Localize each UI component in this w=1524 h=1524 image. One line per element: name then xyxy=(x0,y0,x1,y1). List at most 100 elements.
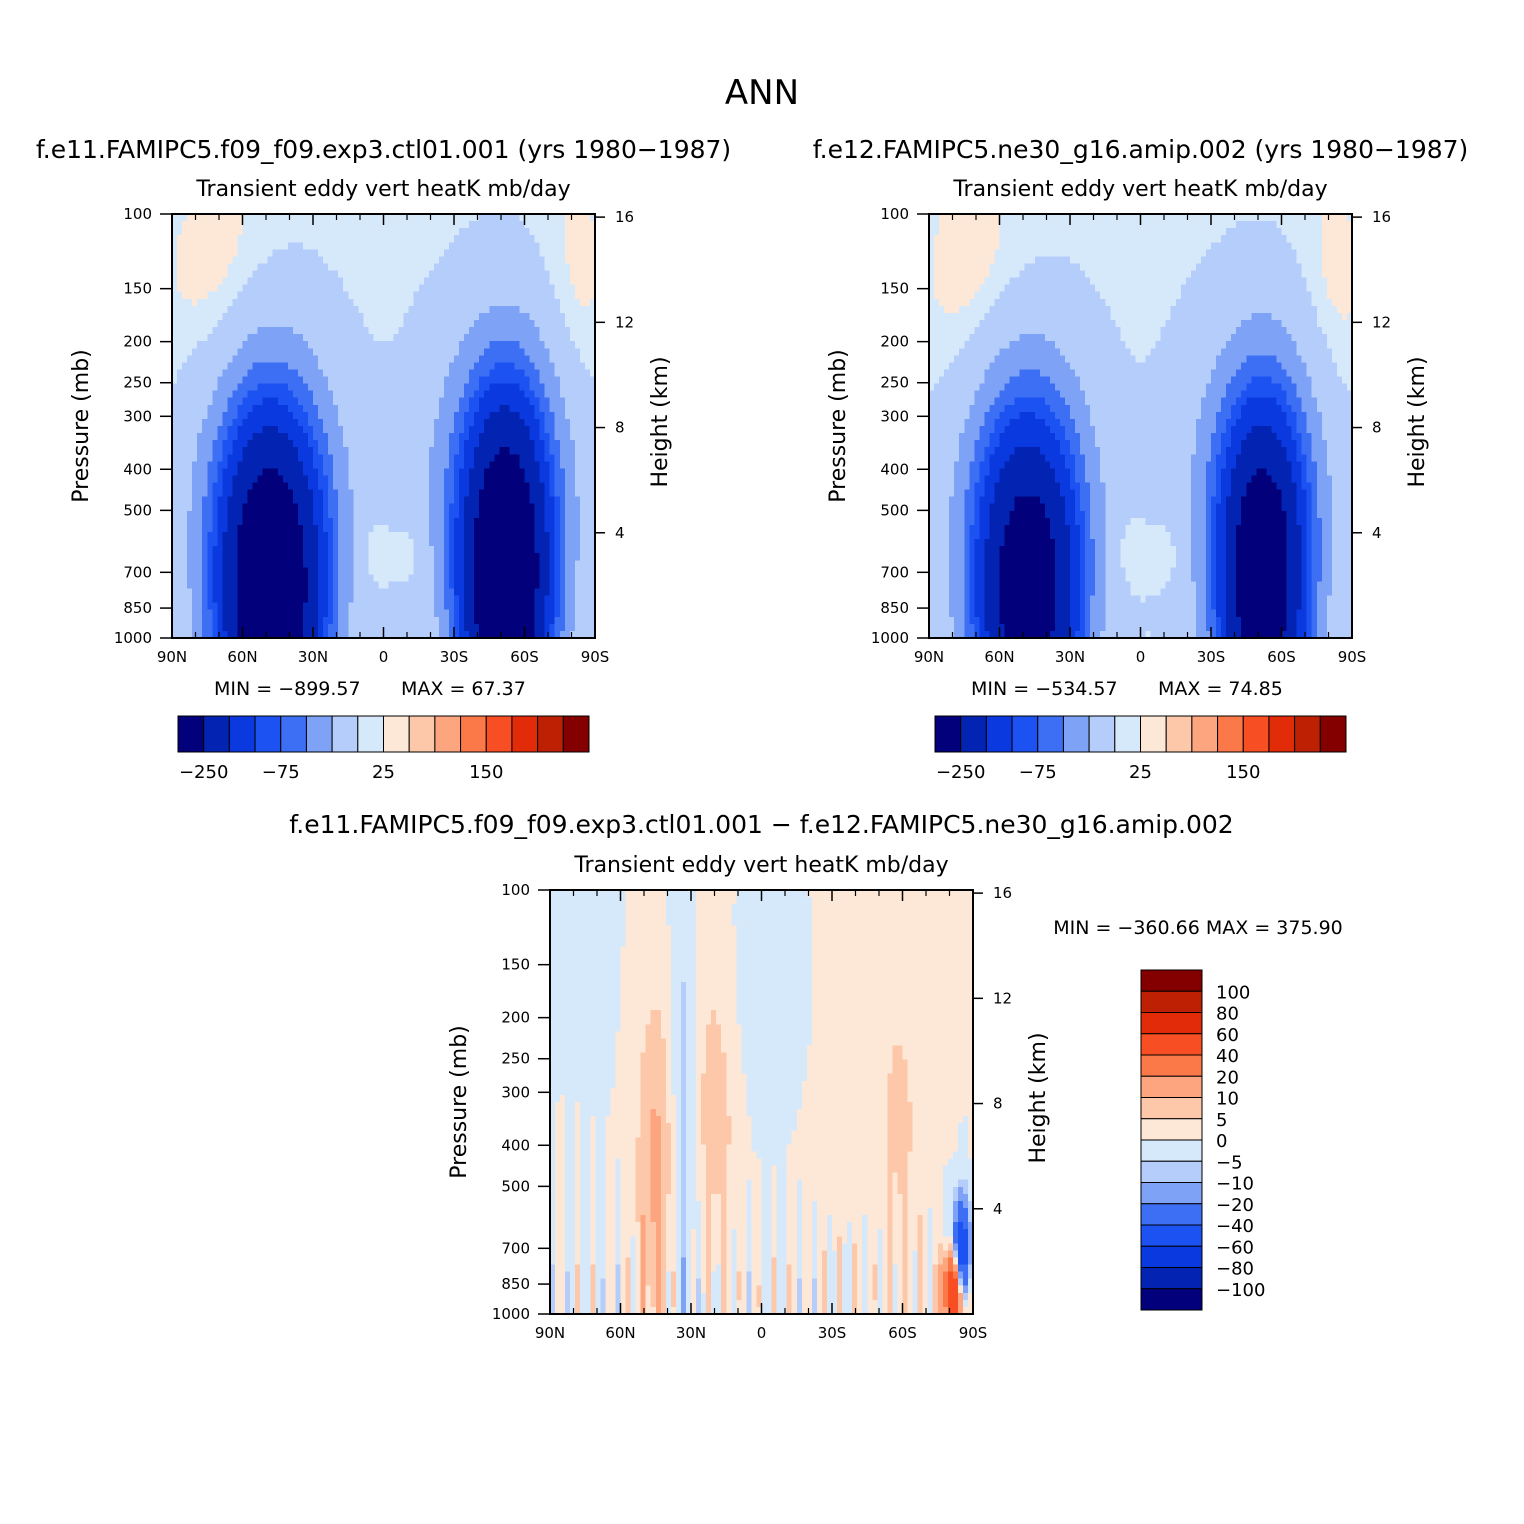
field-cell xyxy=(328,214,334,222)
field-cell xyxy=(378,284,385,293)
field-cell xyxy=(217,524,223,533)
field-cell xyxy=(438,249,445,257)
field-cell xyxy=(474,602,480,611)
field-cell xyxy=(177,418,183,427)
field-cell xyxy=(262,383,269,392)
field-cell xyxy=(197,256,203,265)
field-cell xyxy=(494,468,500,477)
field-cell xyxy=(302,362,309,371)
field-cell xyxy=(519,510,526,519)
field-cell xyxy=(202,362,208,371)
field-cell xyxy=(524,327,531,335)
field-cell xyxy=(187,468,193,477)
field-cell xyxy=(212,376,218,385)
field-cell xyxy=(237,348,244,356)
field-cell xyxy=(302,418,309,427)
field-cell xyxy=(222,298,228,307)
field-cell xyxy=(423,496,430,505)
field-cell xyxy=(438,348,445,356)
field-cell xyxy=(242,567,249,575)
field-cell xyxy=(182,560,188,568)
field-cell xyxy=(287,376,294,385)
field-cell xyxy=(232,418,239,427)
field-cell xyxy=(569,291,576,300)
field-cell xyxy=(554,362,561,371)
field-cell xyxy=(353,447,359,455)
field-cell xyxy=(589,418,596,427)
field-cell xyxy=(569,312,576,321)
field-cell xyxy=(363,503,369,512)
field-cell xyxy=(489,242,495,250)
field-cell xyxy=(383,426,390,434)
field-cell xyxy=(182,539,188,547)
field-cell xyxy=(474,524,480,533)
field-cell xyxy=(403,553,410,561)
field-cell xyxy=(172,426,178,434)
field-cell xyxy=(549,546,556,554)
field-cell xyxy=(454,263,460,272)
field-cell xyxy=(509,567,516,575)
field-cell xyxy=(282,454,289,462)
field-cell xyxy=(569,270,576,279)
field-cell xyxy=(589,404,596,413)
field-cell xyxy=(207,312,213,321)
field-cell xyxy=(474,616,480,625)
field-cell xyxy=(227,411,234,420)
field-cell xyxy=(378,517,385,526)
field-cell xyxy=(237,298,244,307)
field-cell xyxy=(534,616,541,625)
field-cell xyxy=(398,235,405,243)
field-cell xyxy=(277,228,284,236)
field-cell xyxy=(423,602,430,611)
field-cell xyxy=(459,228,465,236)
field-cell xyxy=(313,214,319,222)
field-cell xyxy=(574,447,581,455)
field-cell xyxy=(232,284,239,293)
field-cell xyxy=(469,546,475,554)
field-cell xyxy=(323,418,329,427)
field-cell xyxy=(242,602,249,611)
field-cell xyxy=(469,312,475,321)
field-cell xyxy=(212,355,218,363)
field-cell xyxy=(509,426,516,434)
field-cell xyxy=(343,574,349,583)
field-cell xyxy=(509,305,516,314)
field-cell xyxy=(292,433,299,441)
field-cell xyxy=(257,263,264,272)
field-cell xyxy=(257,517,264,526)
field-cell xyxy=(454,256,460,265)
field-cell xyxy=(242,270,249,279)
field-cell xyxy=(333,411,339,420)
field-cell xyxy=(413,242,420,250)
field-cell xyxy=(393,312,400,321)
field-cell xyxy=(383,221,390,229)
field-cell xyxy=(287,355,294,363)
field-cell xyxy=(368,221,375,229)
field-cell xyxy=(378,369,385,378)
field-cell xyxy=(242,461,249,469)
field-cell xyxy=(247,291,254,300)
field-cell xyxy=(187,602,193,611)
field-cell xyxy=(333,418,339,427)
field-cell xyxy=(554,574,561,583)
field-cell xyxy=(398,489,405,498)
field-cell xyxy=(282,263,289,272)
field-cell xyxy=(363,369,369,378)
field-cell xyxy=(469,418,475,427)
field-cell xyxy=(514,602,521,611)
field-cell xyxy=(187,298,193,307)
field-cell xyxy=(514,277,521,286)
field-cell xyxy=(187,489,193,498)
field-cell xyxy=(569,228,576,236)
field-cell xyxy=(494,277,500,286)
field-cell xyxy=(554,482,561,491)
field-cell xyxy=(584,616,591,625)
field-cell xyxy=(343,418,349,427)
field-cell xyxy=(479,305,485,314)
field-cell xyxy=(197,390,203,399)
field-cell xyxy=(454,602,460,611)
field-cell xyxy=(212,567,218,575)
field-cell xyxy=(433,524,440,533)
field-cell xyxy=(378,553,385,561)
field-cell xyxy=(519,404,526,413)
